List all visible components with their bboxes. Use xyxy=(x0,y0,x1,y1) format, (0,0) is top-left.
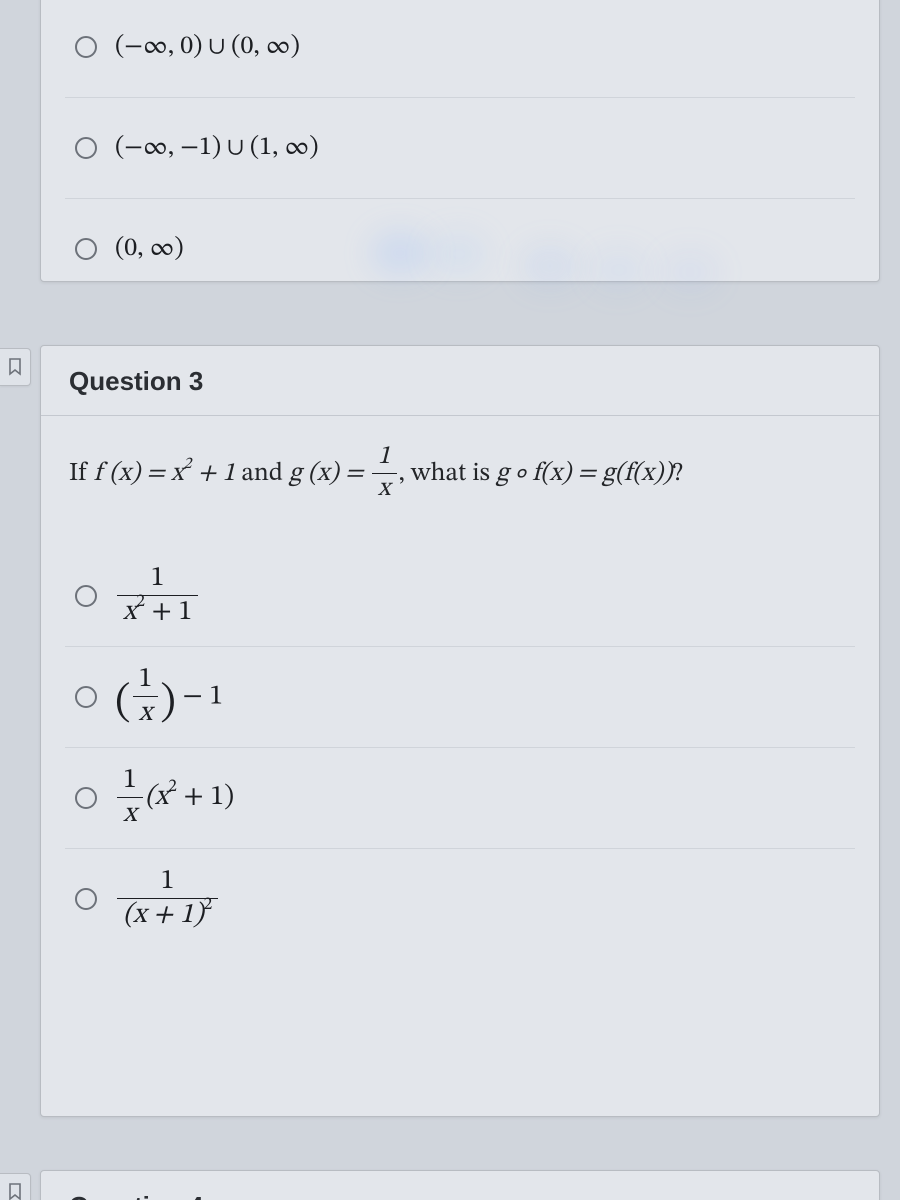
radio-icon xyxy=(75,36,97,58)
fraction: 1 x2 + 1 xyxy=(117,564,198,628)
radio-icon xyxy=(75,686,97,708)
frac-den: x xyxy=(133,697,159,728)
frac-den: x xyxy=(372,474,397,503)
question-nav-marker[interactable] xyxy=(0,348,31,386)
tail-text: − 1 xyxy=(176,682,223,710)
question-card-prev: (−∞, 0) ∪ (0, ∞) (−∞, −1) ∪ (1, ∞) (0, ∞… xyxy=(40,0,880,282)
radio-icon xyxy=(75,238,97,260)
prompt-text: ? xyxy=(672,461,683,487)
option-math: (−∞, −1) ∪ (1, ∞) xyxy=(115,134,319,163)
answer-option[interactable]: 1x(x2 + 1) xyxy=(65,747,855,848)
paren-group: (x2 + 1) xyxy=(145,783,234,811)
question-title: Question 4 xyxy=(41,1171,879,1200)
option-math: 1 x2 + 1 xyxy=(115,564,200,628)
prompt-text: + 1 xyxy=(191,461,235,487)
answer-option[interactable]: 1 x2 + 1 xyxy=(65,546,855,646)
den-text: x xyxy=(123,598,136,626)
page: (−∞, 0) ∪ (0, ∞) (−∞, −1) ∪ (1, ∞) (0, ∞… xyxy=(0,0,900,1200)
option-math: (−∞, 0) ∪ (0, ∞) xyxy=(115,33,300,62)
fraction: 1x xyxy=(117,766,143,830)
radio-icon xyxy=(75,787,97,809)
answer-option[interactable]: (−∞, −1) ∪ (1, ∞) xyxy=(65,97,855,198)
prompt-text: g (x) = xyxy=(289,461,370,487)
radio-icon xyxy=(75,137,97,159)
prompt-math: g ∘ f(x) = g(f(x)) xyxy=(496,461,672,487)
bookmark-outline-icon xyxy=(7,1183,23,1200)
option-math: 1 (x + 1)2 xyxy=(115,867,220,931)
question-title: Question 3 xyxy=(41,346,879,416)
option-math: (1x) − 1 xyxy=(115,665,223,729)
answer-option[interactable]: 1 (x + 1)2 xyxy=(65,848,855,949)
prompt-math: g (x) = 1x xyxy=(289,461,399,487)
frac-num: 1 xyxy=(117,766,143,798)
fraction: 1 (x + 1)2 xyxy=(117,867,218,931)
frac-num: 1 xyxy=(117,867,218,899)
frac-den: x2 + 1 xyxy=(117,596,198,627)
frac-num: 1 xyxy=(372,444,397,474)
den-sup: 2 xyxy=(204,897,213,914)
bookmark-outline-icon xyxy=(7,358,23,376)
prompt-text: and xyxy=(235,461,289,487)
frac-num: 1 xyxy=(133,665,159,697)
question-card-next: Question 4 xyxy=(40,1170,880,1200)
frac-num: 1 xyxy=(117,564,198,596)
answer-option[interactable]: (0, ∞) xyxy=(65,198,855,299)
question-card: Question 3 If f (x) = x2 + 1 and g (x) =… xyxy=(40,345,880,1117)
answer-options: 1 x2 + 1 (1x) − 1 1x(x2 + 1 xyxy=(65,546,855,949)
prompt-text: If xyxy=(69,461,94,487)
question-nav-marker[interactable] xyxy=(0,1173,31,1200)
option-math: (0, ∞) xyxy=(115,235,184,264)
answer-options: (−∞, 0) ∪ (0, ∞) (−∞, −1) ∪ (1, ∞) (0, ∞… xyxy=(65,0,855,299)
fraction: 1x xyxy=(372,444,397,504)
radio-icon xyxy=(75,585,97,607)
frac-den: x xyxy=(117,798,143,829)
prompt-math: f (x) = x2 + 1 xyxy=(94,461,236,487)
option-math: 1x(x2 + 1) xyxy=(115,766,234,830)
den-text: + 1 xyxy=(145,598,192,626)
den-text: (x + 1) xyxy=(123,901,204,929)
paren-sup: 2 xyxy=(168,779,177,796)
prompt-text: f (x) = x xyxy=(94,461,184,487)
radio-icon xyxy=(75,888,97,910)
prompt-text: , what is xyxy=(399,461,497,487)
fraction: 1x xyxy=(133,665,159,729)
paren-text: + 1) xyxy=(177,783,234,811)
answer-option[interactable]: (1x) − 1 xyxy=(65,646,855,747)
den-sup: 2 xyxy=(136,594,145,611)
frac-den: (x + 1)2 xyxy=(117,899,218,930)
question-prompt: If f (x) = x2 + 1 and g (x) = 1x, what i… xyxy=(65,444,855,504)
paren-text: (x xyxy=(145,783,168,811)
answer-option[interactable]: (−∞, 0) ∪ (0, ∞) xyxy=(65,0,855,97)
